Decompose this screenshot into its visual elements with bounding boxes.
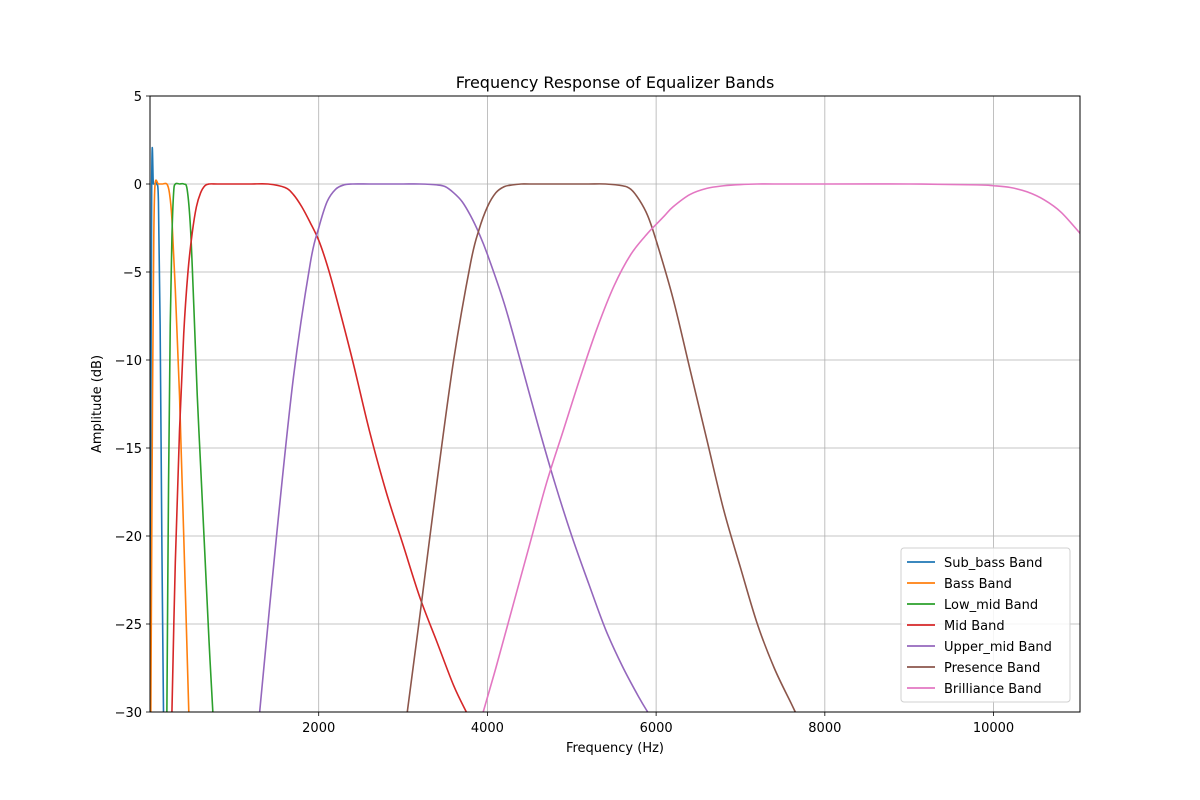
chart-title: Frequency Response of Equalizer Bands (456, 73, 775, 92)
plot-frame (149, 95, 1081, 713)
series-line-sub-bass-band (150, 146, 165, 712)
series-line-bass-band (150, 179, 190, 712)
legend-label: Upper_mid Band (944, 640, 1052, 655)
x-axis-label: Frequency (Hz) (566, 741, 664, 756)
series-line-presence-band (406, 183, 797, 712)
y-tick-label: −30 (115, 706, 142, 721)
y-tick-label: −5 (123, 266, 142, 281)
legend-label: Brilliance Band (944, 682, 1042, 697)
grid (150, 95, 1080, 713)
y-tick-label: 0 (134, 178, 142, 193)
x-tick-label: 10000 (973, 721, 1014, 736)
x-tick-label: 2000 (302, 721, 335, 736)
legend-box (900, 547, 1071, 703)
axis-ticks: 2000 4000 6000 8000 10000 5 0 −5 −10 −15 −20 −25 −30 (115, 90, 1015, 736)
series-line-low-mid-band (166, 182, 214, 712)
legend-label: Low_mid Band (944, 598, 1038, 613)
legend-label: Bass Band (944, 577, 1012, 592)
series-line-brilliance-band (482, 183, 1080, 712)
series-lines (150, 146, 1080, 712)
x-tick-label: 8000 (808, 721, 841, 736)
y-tick-label: −25 (115, 618, 142, 633)
y-tick-label: −20 (115, 530, 142, 545)
legend-label: Presence Band (944, 661, 1040, 676)
legend-label: Sub_bass Band (944, 556, 1043, 571)
y-tick-label: −10 (115, 354, 142, 369)
series-line-upper-mid-band (258, 183, 649, 712)
legend-label: Mid Band (944, 619, 1005, 634)
x-tick-label: 4000 (471, 721, 504, 736)
y-tick-label: −15 (115, 442, 142, 457)
x-tick-label: 6000 (640, 721, 673, 736)
y-axis-label: Amplitude (dB) (90, 355, 105, 453)
series-line-mid-band (171, 182, 468, 712)
y-tick-label: 5 (134, 90, 142, 105)
legend: Sub_bass Band Bass Band Low_mid Band Mid Ba… (900, 547, 1071, 703)
